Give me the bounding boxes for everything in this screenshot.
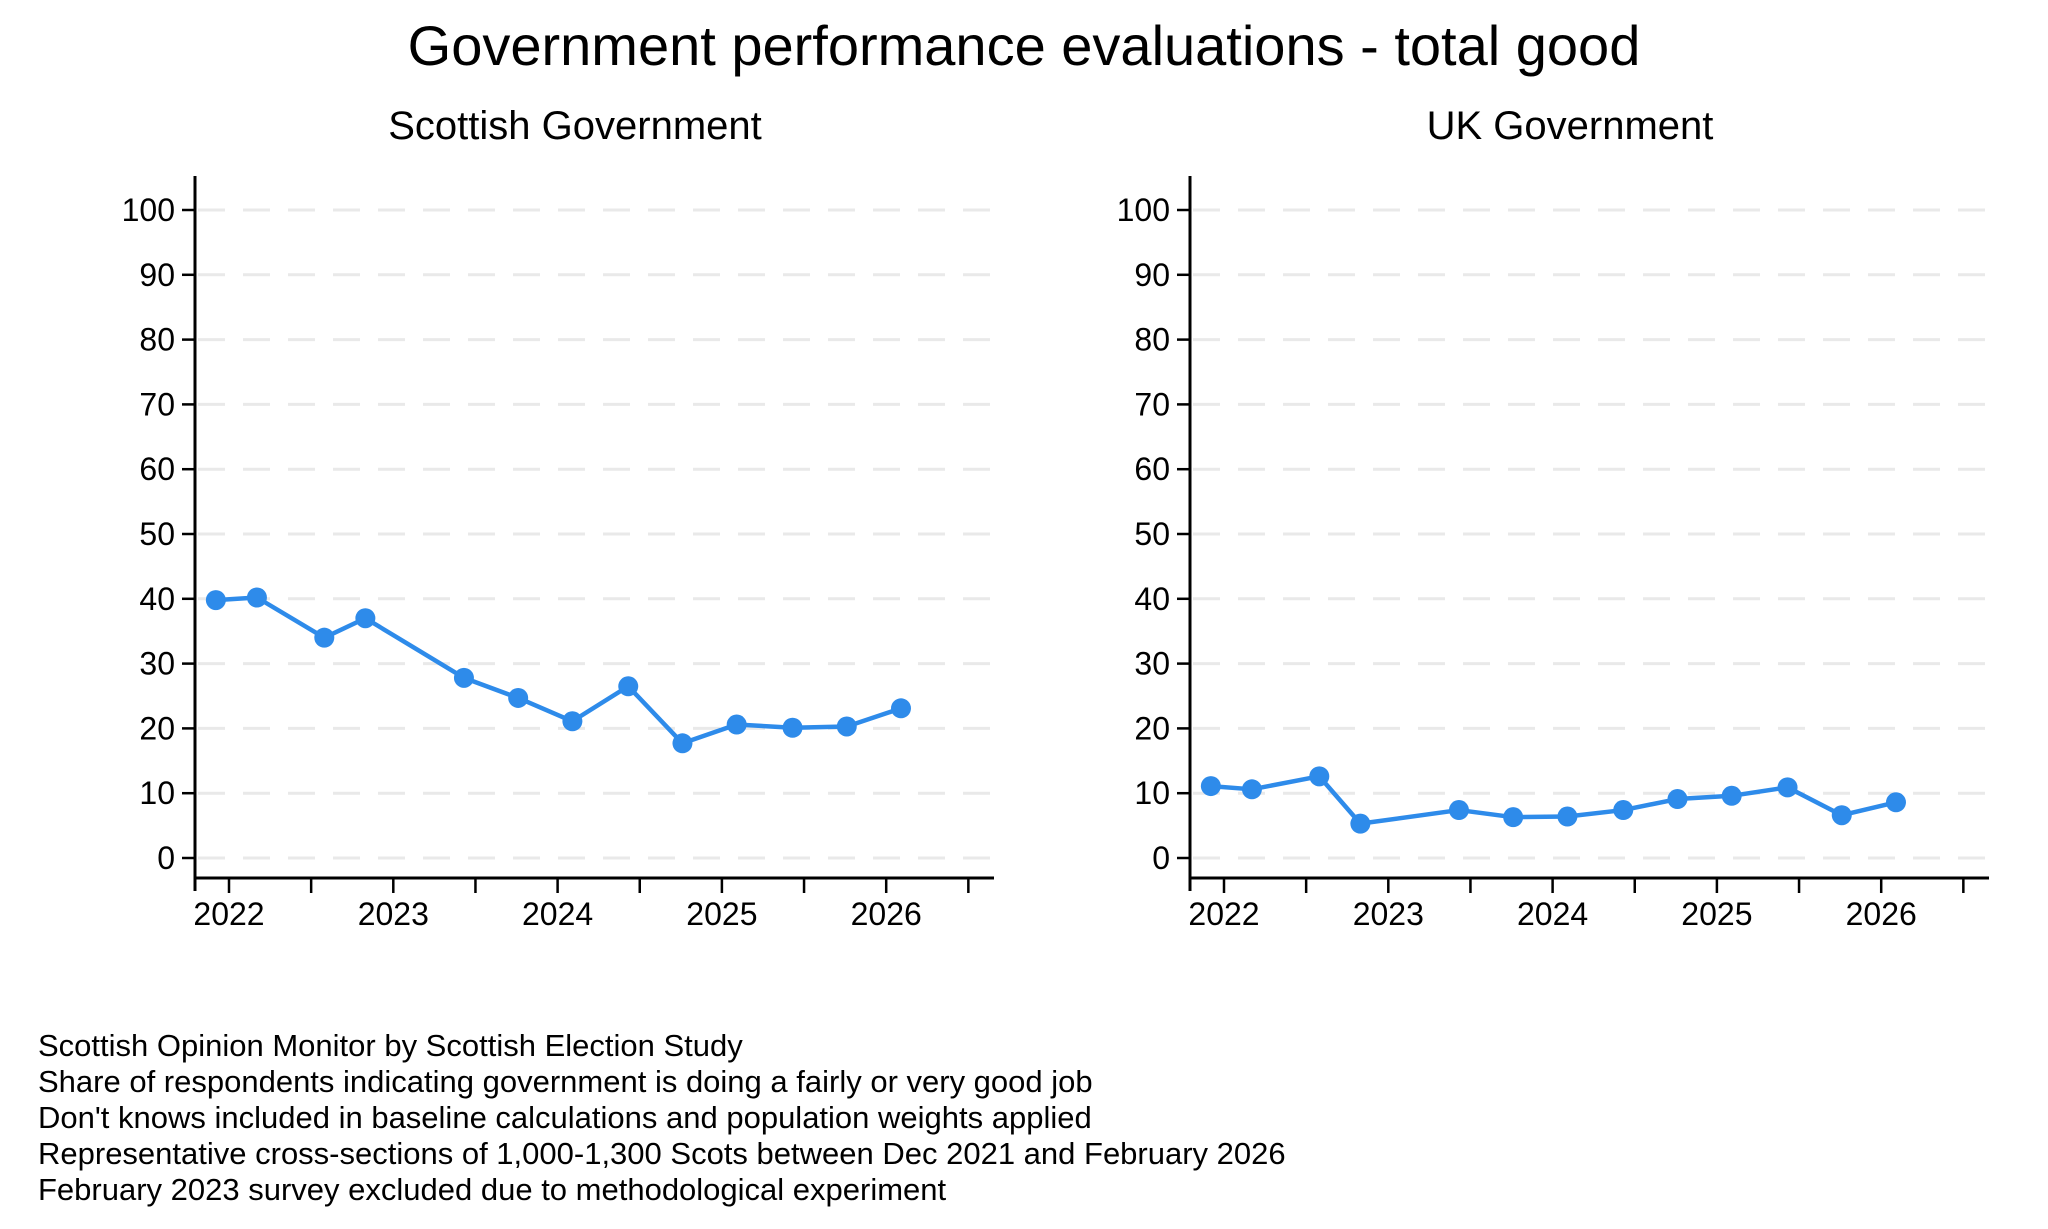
scottish-government-subtitle: Scottish Government <box>388 104 762 149</box>
data-point <box>1241 779 1262 800</box>
y-tick-label-20: 20 <box>139 711 175 747</box>
data-point <box>1613 800 1634 821</box>
y-tick-label-20: 20 <box>1134 711 1170 747</box>
y-tick-label-70: 70 <box>139 387 175 423</box>
data-point <box>508 688 529 709</box>
footnote-source: Scottish Opinion Monitor by Scottish Ele… <box>38 1028 743 1064</box>
y-tick-label-90: 90 <box>1134 257 1170 293</box>
scottish-government-line-chart: 0 10 20 30 40 50 60 70 80 90 100 2022 2023 2024 2025 20… <box>122 176 994 932</box>
y-tick-label-40: 40 <box>139 581 175 617</box>
footnote-weights: Don't knows included in baseline calcula… <box>38 1100 1092 1136</box>
y-tick-label-60: 60 <box>1134 452 1170 488</box>
x-tick-label-2022: 2022 <box>193 896 264 932</box>
data-point <box>1309 766 1330 787</box>
y-tick-label-10: 10 <box>139 776 175 812</box>
data-point <box>246 587 267 608</box>
data-point <box>1557 806 1578 827</box>
y-tick-label-60: 60 <box>139 452 175 488</box>
data-point <box>618 676 639 697</box>
x-tick-label-2026: 2026 <box>851 896 922 932</box>
data-point <box>672 733 693 754</box>
data-point <box>1200 776 1221 797</box>
y-tick-label-30: 30 <box>139 646 175 682</box>
data-point <box>1448 800 1469 821</box>
uk-government-panel: UK Government 0 10 20 30 40 50 60 70 80 90 100 2022… <box>1095 96 2015 958</box>
footnote-sample: Representative cross-sections of 1,000-1… <box>38 1136 1286 1172</box>
x-tick-label-2023: 2023 <box>1353 896 1424 932</box>
y-tick-label-0: 0 <box>157 840 175 876</box>
y-tick-label-70: 70 <box>1134 387 1170 423</box>
data-point <box>1721 786 1742 807</box>
y-tick-label-10: 10 <box>1134 776 1170 812</box>
uk-government-line-chart: 0 10 20 30 40 50 60 70 80 90 100 2022 2023 2024 2025 20… <box>1117 176 1989 932</box>
data-point <box>836 716 857 737</box>
x-tick-label-2023: 2023 <box>358 896 429 932</box>
data-point <box>726 714 747 735</box>
y-tick-label-80: 80 <box>139 322 175 358</box>
data-point <box>453 668 474 689</box>
data-point <box>562 711 583 732</box>
data-point <box>355 608 376 629</box>
data-point <box>1350 814 1371 835</box>
data-point <box>205 590 226 611</box>
x-tick-label-2024: 2024 <box>1517 896 1588 932</box>
data-point <box>1667 789 1688 810</box>
data-point <box>782 718 803 739</box>
footer-notes: Scottish Opinion Monitor by Scottish Ele… <box>38 1028 2048 1208</box>
x-tick-label-2022: 2022 <box>1188 896 1259 932</box>
charts-row: Scottish Government 0 10 20 30 40 50 60 70 80 90 1… <box>0 96 2048 958</box>
x-tick-label-2025: 2025 <box>686 896 757 932</box>
data-point <box>1831 805 1852 826</box>
data-point <box>1777 777 1798 798</box>
figure-title: Government performance evaluations - tot… <box>407 14 1641 77</box>
footnote-measure: Share of respondents indicating governme… <box>38 1064 1093 1100</box>
y-tick-label-30: 30 <box>1134 646 1170 682</box>
y-tick-label-0: 0 <box>1152 840 1170 876</box>
y-tick-label-50: 50 <box>1134 516 1170 552</box>
data-point <box>1503 807 1524 828</box>
y-tick-label-90: 90 <box>139 257 175 293</box>
data-point <box>890 698 911 719</box>
x-tick-label-2026: 2026 <box>1846 896 1917 932</box>
x-tick-label-2025: 2025 <box>1681 896 1752 932</box>
x-tick-label-2024: 2024 <box>522 896 593 932</box>
scottish-government-panel: Scottish Government 0 10 20 30 40 50 60 70 80 90 1… <box>100 96 1020 958</box>
footnote-exclusion: February 2023 survey excluded due to met… <box>38 1172 947 1208</box>
uk-government-subtitle: UK Government <box>1426 104 1714 149</box>
y-tick-label-50: 50 <box>139 516 175 552</box>
y-tick-label-100: 100 <box>122 192 175 228</box>
data-point <box>1885 792 1906 813</box>
data-point <box>314 628 335 649</box>
y-tick-label-80: 80 <box>1134 322 1170 358</box>
y-tick-label-40: 40 <box>1134 581 1170 617</box>
y-tick-label-100: 100 <box>1117 192 1170 228</box>
